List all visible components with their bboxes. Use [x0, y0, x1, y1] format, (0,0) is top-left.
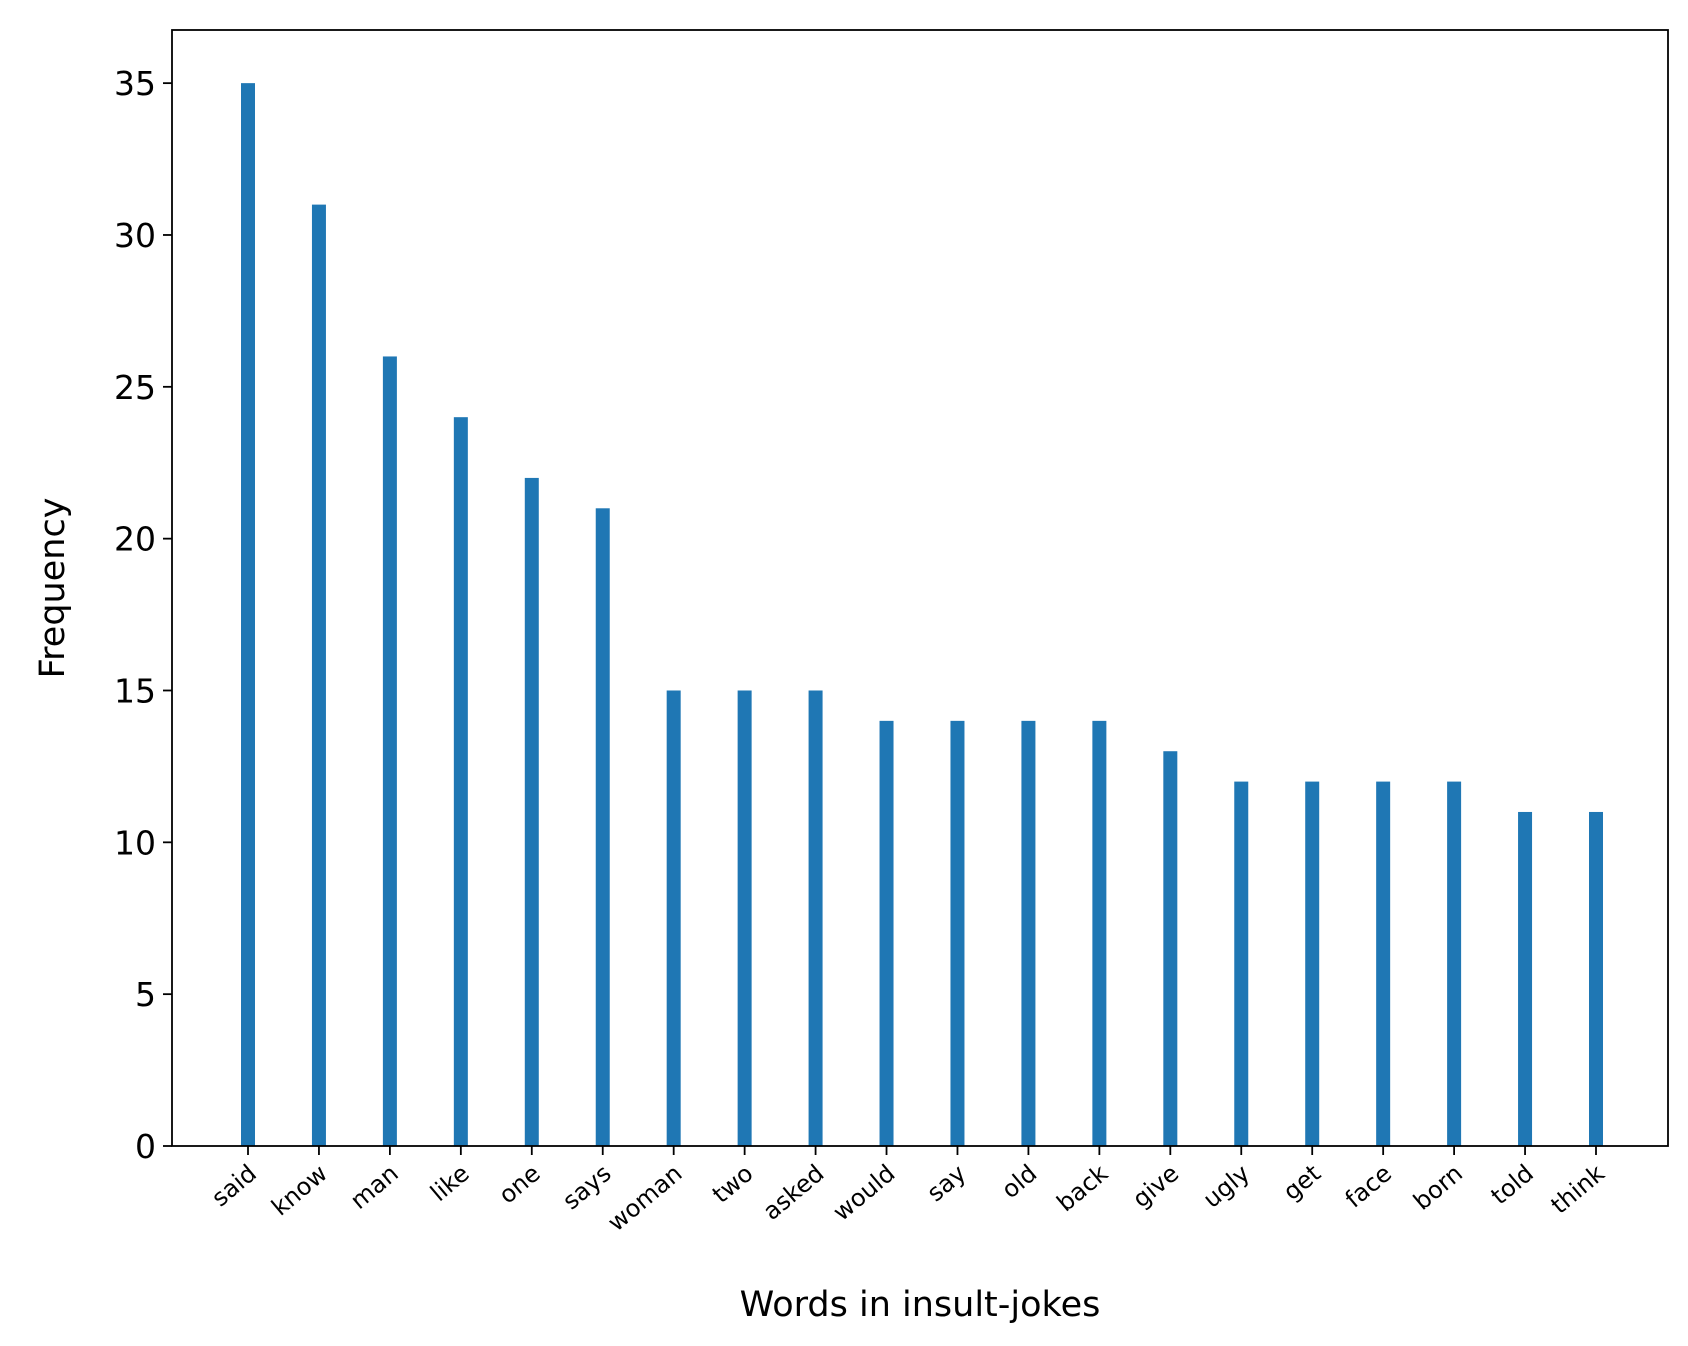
bar-says: [595, 508, 610, 1146]
plot-frame: [171, 29, 1669, 1147]
bar-asked: [808, 690, 823, 1146]
x-axis-label: Words in insult-jokes: [740, 1285, 1101, 1325]
bar-give: [1163, 751, 1178, 1146]
x-tick-label: like: [425, 1159, 475, 1207]
x-tick-label: ugly: [1198, 1159, 1255, 1213]
x-tick-label: said: [206, 1159, 262, 1212]
bar-think: [1589, 811, 1603, 1146]
bar-born: [1447, 781, 1462, 1146]
bar-ugly: [1234, 781, 1249, 1146]
y-tick-label: 30: [114, 216, 156, 255]
x-tick-label: know: [266, 1159, 333, 1221]
bar-know: [311, 204, 326, 1147]
bar-would: [879, 720, 894, 1146]
x-tick-label: woman: [602, 1159, 687, 1237]
y-tick-label: 25: [114, 368, 156, 407]
y-tick-label: 0: [135, 1127, 156, 1166]
bar-get: [1305, 781, 1320, 1146]
bar-like: [453, 417, 468, 1146]
x-tick-label: says: [557, 1159, 616, 1215]
x-tick-label: asked: [758, 1159, 830, 1226]
bar-face: [1376, 781, 1391, 1146]
x-tick-label: told: [1486, 1159, 1539, 1210]
x-tick-label: born: [1408, 1159, 1468, 1216]
x-tick-label: face: [1340, 1159, 1397, 1213]
y-tick-label: 5: [135, 975, 156, 1014]
y-tick-label: 10: [114, 823, 156, 862]
bar-one: [524, 477, 539, 1146]
bars-group: [241, 83, 1603, 1147]
x-tick-label: one: [493, 1159, 545, 1209]
y-ticks-group: 0 5 10 15 20 25 30 35: [114, 64, 172, 1166]
plot-background: [172, 30, 1668, 1146]
x-tick-label: would: [828, 1159, 901, 1226]
x-tick-label: say: [922, 1159, 972, 1207]
bar-old: [1021, 720, 1036, 1146]
bar-say: [950, 720, 965, 1146]
bar-told: [1518, 811, 1533, 1146]
bar-two: [737, 690, 752, 1146]
x-tick-label: back: [1052, 1159, 1114, 1217]
x-tick-label: two: [707, 1159, 759, 1209]
y-tick-label: 15: [114, 671, 156, 710]
bar-said: [241, 83, 255, 1146]
y-tick-label: 35: [114, 64, 156, 103]
x-tick-label: old: [996, 1159, 1042, 1204]
bar-woman: [666, 690, 681, 1146]
y-tick-label: 20: [114, 520, 156, 559]
bar-back: [1092, 720, 1107, 1146]
bar-man: [382, 356, 397, 1146]
x-tick-label: give: [1127, 1159, 1184, 1213]
x-tick-label: man: [345, 1159, 404, 1215]
x-tick-label: get: [1278, 1159, 1326, 1206]
x-tick-label: think: [1546, 1159, 1610, 1219]
y-axis-label: Frequency: [33, 498, 73, 679]
